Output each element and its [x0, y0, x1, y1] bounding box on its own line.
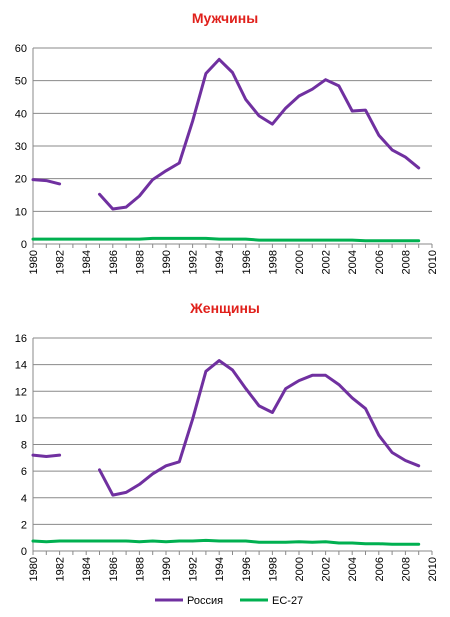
- series-line-russia: [31, 178, 62, 186]
- x-tick-label: 1996: [241, 250, 253, 274]
- x-tick-label: 1982: [55, 557, 67, 581]
- y-tick-label: 20: [15, 174, 27, 186]
- y-tick-label: 50: [15, 76, 27, 88]
- y-tick-label: 10: [15, 206, 27, 218]
- x-tick-label: 2004: [347, 250, 359, 274]
- x-tick-label: 1986: [108, 557, 120, 581]
- x-tick-label: 2000: [294, 250, 306, 274]
- chart-title: Мужчины: [192, 10, 258, 26]
- x-tick-label: 1982: [55, 250, 67, 274]
- x-tick-label: 2002: [321, 250, 333, 274]
- y-tick-label: 16: [15, 333, 27, 345]
- y-tick-label: 12: [15, 386, 27, 398]
- x-tick-label: 1980: [28, 557, 40, 581]
- y-tick-label: 2: [21, 519, 27, 531]
- x-tick-label: 2010: [427, 557, 439, 581]
- x-tick-label: 1994: [214, 250, 226, 274]
- x-tick-label: 1990: [161, 250, 173, 274]
- y-tick-label: 14: [15, 360, 27, 372]
- x-tick-label: 1992: [188, 250, 200, 274]
- x-tick-label: 1998: [267, 250, 279, 274]
- x-tick-label: 2000: [294, 557, 306, 581]
- x-tick-label: 1984: [81, 250, 93, 274]
- y-tick-label: 10: [15, 413, 27, 425]
- y-tick-label: 60: [15, 43, 27, 55]
- series-line-eu27: [31, 538, 421, 546]
- x-tick-label: 1992: [188, 557, 200, 581]
- chart-women: Женщины 0 2 4 6 8 10 12 14 16 1980 1982 1984 1986 1988…: [15, 300, 439, 581]
- chart-men: Мужчины 0 10 20 30 40 50 60 1980 1982 1984 1986 1988…: [15, 10, 439, 274]
- y-tick-label: 0: [21, 546, 27, 558]
- legend: Россия ЕС-27: [155, 595, 303, 607]
- y-tick-label: 0: [21, 239, 27, 251]
- x-tick-label: 2010: [427, 250, 439, 274]
- x-tick-label: 2004: [347, 557, 359, 581]
- x-tick-label: 2008: [400, 557, 412, 581]
- y-tick-label: 4: [21, 493, 27, 505]
- x-tick-label: 2002: [321, 557, 333, 581]
- x-tick-label: 1998: [267, 557, 279, 581]
- x-tick-label: 1990: [161, 557, 173, 581]
- y-tick-label: 8: [21, 440, 27, 452]
- y-tick-label: 30: [15, 141, 27, 153]
- x-tick-label: 1980: [28, 250, 40, 274]
- legend-label-russia: Россия: [187, 595, 223, 607]
- series-line-eu27: [31, 236, 421, 243]
- legend-label-eu27: ЕС-27: [272, 595, 303, 607]
- x-tick-label: 1996: [241, 557, 253, 581]
- x-tick-label: 1988: [134, 250, 146, 274]
- x-tick-label: 2008: [400, 250, 412, 274]
- x-tick-label: 2006: [374, 250, 386, 274]
- y-tick-label: 40: [15, 108, 27, 120]
- x-tick-label: 1984: [81, 557, 93, 581]
- chart-title: Женщины: [189, 300, 260, 316]
- series-line-russia: [31, 453, 62, 458]
- series-line-russia: [98, 359, 421, 497]
- series-line-russia: [98, 57, 421, 211]
- x-tick-label: 2006: [374, 557, 386, 581]
- y-tick-label: 6: [21, 466, 27, 478]
- x-tick-label: 1994: [214, 557, 226, 581]
- x-tick-label: 1986: [108, 250, 120, 274]
- x-tick-label: 1988: [134, 557, 146, 581]
